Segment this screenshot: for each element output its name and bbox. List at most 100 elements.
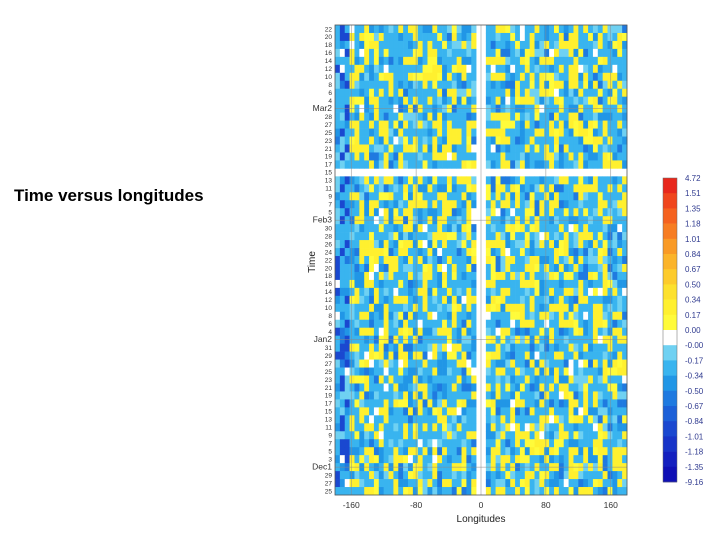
heat-cell (466, 56, 472, 66)
colorbar-swatch (663, 269, 677, 285)
heat-cell (563, 144, 569, 153)
heat-cell (612, 224, 618, 233)
heat-cell (573, 487, 579, 496)
heat-cell (364, 359, 370, 368)
heat-cell (578, 471, 584, 480)
heat-cell (437, 192, 443, 201)
heat-cell (427, 40, 433, 50)
heat-cell (378, 248, 384, 257)
heat-cell (578, 447, 584, 456)
heat-cell (592, 240, 599, 249)
heat-cell (383, 80, 389, 90)
heat-cell (500, 80, 506, 90)
heat-cell (471, 303, 477, 313)
heat-cell (383, 144, 389, 153)
heat-cell (612, 327, 618, 336)
heat-cell (354, 399, 360, 408)
heat-cell (539, 287, 545, 297)
heat-cell (558, 343, 565, 352)
heat-cell (373, 184, 380, 193)
heat-cell (359, 176, 365, 185)
heat-cell (539, 423, 545, 432)
heat-cell (515, 343, 521, 352)
heat-cell (378, 407, 384, 416)
heat-cell (466, 311, 472, 321)
heat-cell (461, 176, 467, 185)
heat-cell (568, 447, 574, 456)
heat-cell (456, 152, 462, 161)
heat-cell (505, 303, 511, 313)
heat-cell (461, 128, 467, 137)
heat-cell (592, 248, 599, 257)
heat-cell (539, 391, 545, 400)
heat-cell (422, 487, 428, 496)
heat-cell (597, 64, 603, 74)
heat-cell (505, 40, 511, 50)
heat-cell (485, 184, 492, 193)
y-tick-label: 17 (325, 401, 333, 408)
heat-cell (403, 25, 409, 34)
heat-cell (568, 160, 574, 169)
heat-cell (485, 88, 492, 97)
heat-cell (451, 232, 457, 241)
heat-cell (344, 303, 350, 313)
heat-cell (505, 248, 511, 257)
heat-cell (583, 487, 589, 496)
heat-cell (398, 96, 404, 105)
heat-cell (412, 152, 419, 161)
heat-cell (388, 279, 394, 289)
y-tick-label: Dec1 (312, 461, 332, 471)
heat-cell (466, 40, 472, 50)
heat-cell (602, 439, 608, 448)
heat-cell (364, 248, 370, 257)
heat-cell (510, 192, 516, 201)
heat-cell (369, 399, 375, 408)
heat-cell (563, 80, 569, 90)
heat-cell (549, 152, 555, 161)
heat-cell (515, 120, 521, 129)
heat-cell (427, 136, 433, 145)
heat-cell (451, 248, 457, 257)
heat-cell (549, 256, 555, 265)
heat-cell (388, 287, 394, 297)
heat-cell (597, 311, 603, 321)
heat-cell (500, 240, 506, 249)
heat-cell (422, 208, 428, 217)
heat-cell (544, 64, 550, 74)
heat-cell (515, 232, 521, 241)
heat-cell (500, 471, 506, 480)
heat-cell (359, 144, 365, 153)
heat-cell (373, 40, 380, 50)
heat-cell (524, 399, 530, 408)
heat-cell (364, 319, 370, 329)
heat-cell (573, 256, 579, 265)
heat-cell (524, 232, 530, 241)
heat-cell (558, 25, 565, 34)
heat-cell (583, 375, 589, 384)
heat-cell (622, 447, 628, 456)
heat-cell (471, 25, 477, 34)
y-tick-label: 22 (325, 26, 333, 33)
heat-cell (519, 311, 526, 321)
heat-cell (466, 263, 472, 273)
heat-cell (485, 263, 492, 273)
heat-cell (451, 295, 457, 305)
heat-cell (607, 160, 613, 169)
heat-cell (437, 240, 443, 249)
heat-cell (505, 423, 511, 432)
colorbar-label: 0.50 (685, 280, 701, 289)
heat-cell (388, 120, 394, 129)
heat-cell (393, 447, 399, 456)
y-tick-label: 7 (328, 441, 332, 448)
heat-cell (369, 311, 375, 321)
heat-cell (534, 184, 540, 193)
heat-cell (339, 120, 346, 129)
x-tick-label: -160 (343, 500, 360, 510)
heat-cell (592, 423, 599, 432)
heat-cell (354, 295, 360, 305)
heat-cell (578, 423, 584, 432)
heat-cell (403, 88, 409, 97)
heat-cell (519, 263, 526, 273)
heat-cell (592, 343, 599, 352)
heat-cell (354, 383, 360, 392)
